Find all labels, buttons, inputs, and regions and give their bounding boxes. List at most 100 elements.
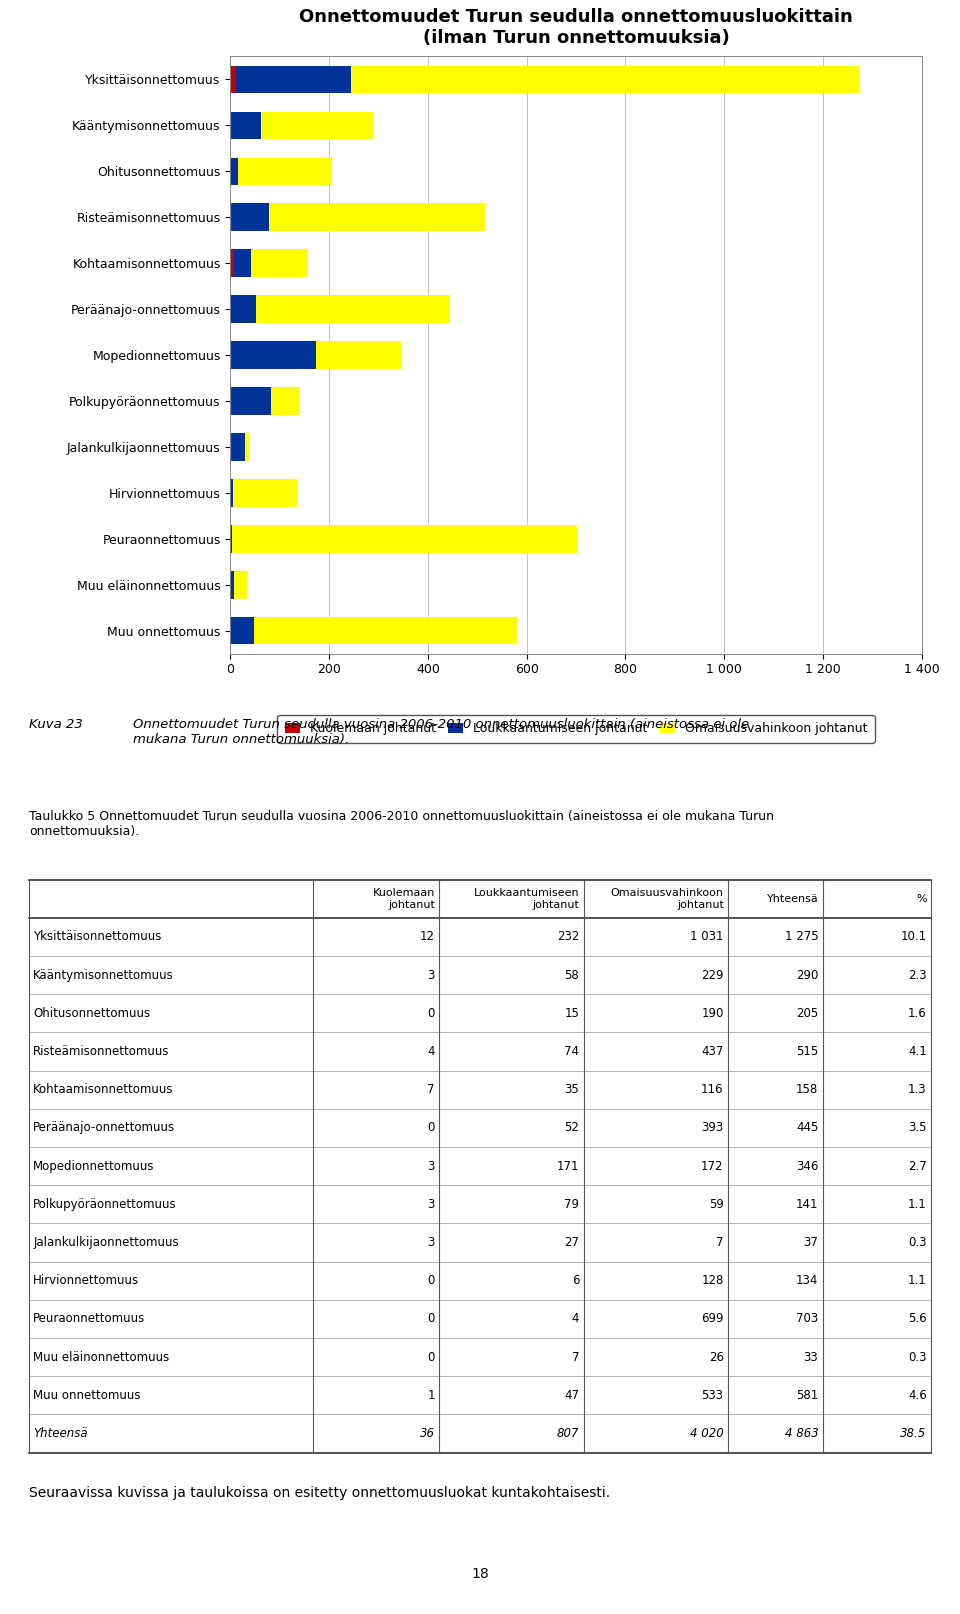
Text: 7: 7 (427, 1083, 435, 1096)
Text: Yksittäisonnettomuus: Yksittäisonnettomuus (34, 930, 161, 944)
Text: 158: 158 (796, 1083, 818, 1096)
Text: 4.1: 4.1 (908, 1044, 926, 1059)
Text: 33: 33 (804, 1351, 818, 1364)
Bar (233, 479, 297, 507)
Text: 290: 290 (796, 968, 818, 981)
Bar (231, 617, 254, 644)
Bar (232, 341, 316, 370)
Title: Onnettomuudet Turun seudulla onnettomuusluokittain
(ilman Turun onnettomuuksia): Onnettomuudet Turun seudulla onnettomuus… (300, 8, 852, 47)
Text: 0.3: 0.3 (908, 1351, 926, 1364)
Text: Jalankulkijaonnettomuus: Jalankulkijaonnettomuus (34, 1236, 179, 1249)
Text: 205: 205 (796, 1007, 818, 1020)
Bar (252, 250, 308, 278)
Text: 2.7: 2.7 (908, 1159, 926, 1173)
Bar (232, 525, 578, 552)
Text: 1.1: 1.1 (908, 1273, 926, 1288)
Text: 52: 52 (564, 1122, 579, 1135)
Text: 3.5: 3.5 (908, 1122, 926, 1135)
Bar (230, 341, 232, 370)
Text: Omaisuusvahinkoon
johtanut: Omaisuusvahinkoon johtanut (611, 888, 724, 910)
Text: 4: 4 (572, 1312, 579, 1325)
Text: 37: 37 (804, 1236, 818, 1249)
Bar (232, 433, 245, 460)
Text: 35: 35 (564, 1083, 579, 1096)
Text: 36: 36 (420, 1427, 435, 1440)
Text: 3: 3 (427, 1236, 435, 1249)
Text: 190: 190 (701, 1007, 724, 1020)
Text: Taulukko 5 Onnettomuudet Turun seudulla vuosina 2006-2010 onnettomuusluokittain : Taulukko 5 Onnettomuudet Turun seudulla … (29, 810, 774, 838)
Text: 79: 79 (564, 1198, 579, 1210)
Text: 4 020: 4 020 (690, 1427, 724, 1440)
Text: 38.5: 38.5 (900, 1427, 926, 1440)
Bar (232, 203, 269, 231)
Text: 27: 27 (564, 1236, 579, 1249)
Text: 0: 0 (427, 1351, 435, 1364)
Bar (269, 203, 485, 231)
Bar (230, 387, 232, 415)
Bar (230, 203, 232, 231)
Text: 581: 581 (796, 1388, 818, 1403)
Text: 26: 26 (708, 1351, 724, 1364)
Bar (230, 250, 234, 278)
Bar (238, 158, 331, 186)
Text: 1 275: 1 275 (784, 930, 818, 944)
Text: Kuolemaan
johtanut: Kuolemaan johtanut (372, 888, 435, 910)
Text: Kuva 23: Kuva 23 (29, 718, 83, 731)
Text: 0: 0 (427, 1312, 435, 1325)
Text: 4 863: 4 863 (784, 1427, 818, 1440)
Bar (236, 66, 350, 94)
Text: 699: 699 (701, 1312, 724, 1325)
Text: 6: 6 (572, 1273, 579, 1288)
Text: 15: 15 (564, 1007, 579, 1020)
Text: Polkupyöräonnettomuus: Polkupyöräonnettomuus (34, 1198, 177, 1210)
Bar (234, 571, 247, 599)
Bar (256, 295, 450, 323)
Text: 18: 18 (471, 1567, 489, 1580)
Text: 116: 116 (701, 1083, 724, 1096)
Text: Risteämisonnettomuus: Risteämisonnettomuus (34, 1044, 170, 1059)
Text: 141: 141 (796, 1198, 818, 1210)
Legend: Kuolemaan johtanut, Loukkaantumiseen johtanut, Omaisuusvahinkoon johtanut: Kuolemaan johtanut, Loukkaantumiseen joh… (277, 715, 875, 742)
Text: %: % (916, 894, 926, 904)
Text: 0: 0 (427, 1007, 435, 1020)
Text: 172: 172 (701, 1159, 724, 1173)
Text: Hirvionnettomuus: Hirvionnettomuus (34, 1273, 139, 1288)
Text: 346: 346 (796, 1159, 818, 1173)
Text: 3: 3 (427, 1159, 435, 1173)
Text: 1.6: 1.6 (908, 1007, 926, 1020)
Bar (230, 66, 236, 94)
Bar (350, 66, 860, 94)
Bar (230, 158, 238, 186)
Text: 3: 3 (427, 1198, 435, 1210)
Text: 393: 393 (702, 1122, 724, 1135)
Text: 807: 807 (557, 1427, 579, 1440)
Text: 232: 232 (557, 930, 579, 944)
Text: 3: 3 (427, 968, 435, 981)
Bar (245, 433, 249, 460)
Text: 1.1: 1.1 (908, 1198, 926, 1210)
Text: 703: 703 (796, 1312, 818, 1325)
Text: Ohitusonnettomuus: Ohitusonnettomuus (34, 1007, 151, 1020)
Text: 128: 128 (701, 1273, 724, 1288)
Text: 134: 134 (796, 1273, 818, 1288)
Text: Onnettomuudet Turun seudulla vuosina 2006-2010 onnettomuusluokittain (aineistoss: Onnettomuudet Turun seudulla vuosina 200… (132, 718, 749, 746)
Text: 171: 171 (557, 1159, 579, 1173)
Text: 1: 1 (427, 1388, 435, 1403)
Bar (230, 479, 233, 507)
Text: Kohtaamisonnettomuus: Kohtaamisonnettomuus (34, 1083, 174, 1096)
Text: Kääntymisonnettomuus: Kääntymisonnettomuus (34, 968, 174, 981)
Bar (232, 387, 271, 415)
Bar (254, 617, 517, 644)
Text: 47: 47 (564, 1388, 579, 1403)
Text: Peräänajo-onnettomuus: Peräänajo-onnettomuus (34, 1122, 176, 1135)
Bar (260, 111, 373, 139)
Text: 1 031: 1 031 (690, 930, 724, 944)
Text: 0: 0 (427, 1273, 435, 1288)
Text: Mopedionnettomuus: Mopedionnettomuus (34, 1159, 155, 1173)
Text: 515: 515 (796, 1044, 818, 1059)
Text: 445: 445 (796, 1122, 818, 1135)
Bar (232, 111, 260, 139)
Text: Yhteensä: Yhteensä (34, 1427, 88, 1440)
Text: 437: 437 (701, 1044, 724, 1059)
Text: Loukkaantumiseen
johtanut: Loukkaantumiseen johtanut (473, 888, 579, 910)
